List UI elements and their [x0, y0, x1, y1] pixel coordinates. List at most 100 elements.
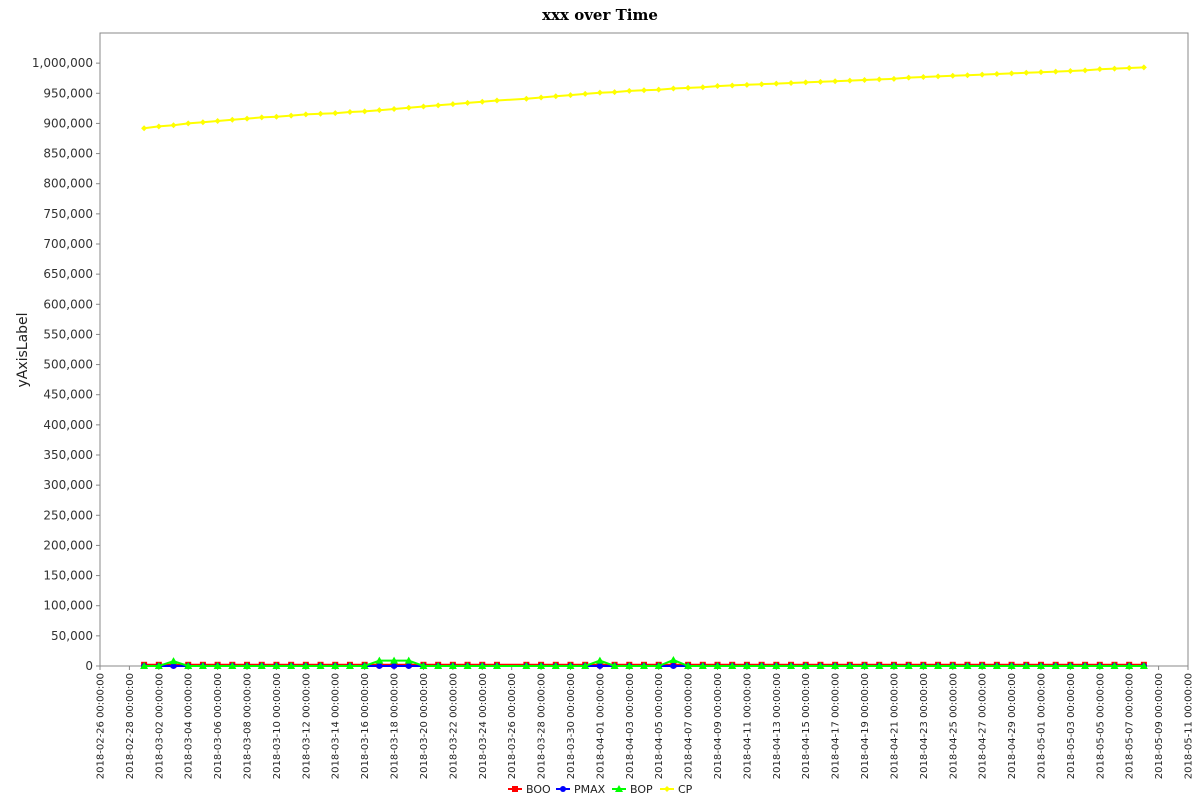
- data-point-pmax: [596, 663, 603, 669]
- x-tick-label: 2018-03-24 00:00:00: [478, 673, 489, 779]
- data-point-bop: [904, 662, 913, 669]
- data-point-bop: [213, 662, 222, 669]
- series-cp: [141, 64, 1147, 132]
- x-tick-label: 2018-03-04 00:00:00: [184, 673, 195, 779]
- data-point-cp: [273, 113, 280, 120]
- data-point-cp: [1126, 64, 1133, 71]
- y-tick-label: 0: [85, 659, 93, 673]
- data-point-cp: [596, 89, 603, 96]
- x-tick-label: 2018-03-30 00:00:00: [566, 673, 577, 779]
- data-point-cp: [317, 110, 324, 117]
- data-point-bop: [640, 662, 648, 669]
- data-point-cp: [346, 108, 353, 115]
- data-point-bop: [669, 655, 678, 663]
- data-point-bop: [154, 662, 163, 669]
- x-tick-label: 2018-03-02 00:00:00: [154, 673, 165, 779]
- data-point-cp: [552, 93, 559, 100]
- data-point-bop: [875, 662, 884, 669]
- x-tick-label: 2018-04-29 00:00:00: [1007, 673, 1018, 779]
- data-point-cp: [1140, 64, 1147, 71]
- data-point-cp: [626, 87, 633, 94]
- x-tick-label: 2018-03-10 00:00:00: [272, 673, 283, 779]
- x-tick-label: 2018-04-05 00:00:00: [654, 673, 665, 779]
- data-point-pmax: [405, 663, 412, 669]
- x-tick-label: 2018-02-28 00:00:00: [125, 673, 136, 779]
- data-point-cp: [1023, 69, 1030, 76]
- data-point-cp: [464, 99, 471, 106]
- x-tick-label: 2018-04-15 00:00:00: [801, 673, 812, 779]
- data-point-bop: [243, 662, 252, 669]
- x-tick-label: 2018-03-28 00:00:00: [537, 673, 548, 779]
- y-tick-label: 400,000: [43, 418, 93, 432]
- data-point-bop: [610, 662, 619, 669]
- legend-item-cp: CP: [660, 783, 693, 796]
- data-point-bop: [654, 662, 663, 669]
- data-point-bop: [728, 662, 737, 669]
- y-tick-label: 100,000: [43, 599, 93, 613]
- data-point-cp: [582, 90, 589, 97]
- data-point-cp: [890, 75, 897, 82]
- data-point-cp: [435, 102, 442, 109]
- data-point-bop: [257, 662, 266, 669]
- data-point-cp: [1008, 70, 1015, 77]
- x-tick-label: 2018-05-09 00:00:00: [1154, 673, 1165, 779]
- data-point-bop: [581, 662, 590, 669]
- data-point-bop: [845, 662, 854, 669]
- y-tick-label: 900,000: [43, 116, 93, 130]
- data-point-bop: [1139, 662, 1148, 669]
- data-point-bop: [816, 662, 825, 669]
- data-point-bop: [992, 662, 1001, 669]
- data-point-bop: [287, 662, 296, 669]
- y-tick-label: 200,000: [43, 538, 93, 552]
- x-tick-label: 2018-03-20 00:00:00: [419, 673, 430, 779]
- data-point-bop: [419, 662, 428, 669]
- data-point-bop: [889, 662, 898, 669]
- data-point-pmax: [170, 663, 177, 669]
- data-point-cp: [920, 74, 927, 81]
- data-point-cp: [905, 74, 912, 81]
- plot-area: [99, 32, 1189, 667]
- data-point-bop: [301, 662, 310, 669]
- data-point-cp: [788, 80, 795, 87]
- x-tick-label: 2018-04-01 00:00:00: [595, 673, 606, 779]
- y-tick-label: 300,000: [43, 478, 93, 492]
- legend-label-boo: BOO: [526, 783, 551, 796]
- data-point-pmax: [391, 663, 398, 669]
- data-point-cp: [1082, 67, 1089, 74]
- data-point-cp: [670, 85, 677, 92]
- data-point-bop: [698, 662, 707, 669]
- legend-marker-cp: [664, 786, 670, 792]
- data-point-cp: [1096, 66, 1103, 73]
- data-point-cp: [655, 86, 662, 93]
- data-point-cp: [817, 78, 824, 85]
- series-line-bop: [144, 658, 1144, 667]
- data-point-cp: [714, 83, 721, 90]
- data-point-bop: [1051, 662, 1060, 669]
- data-point-bop: [184, 662, 193, 669]
- data-point-bop: [978, 662, 987, 669]
- data-point-bop: [522, 662, 531, 669]
- data-point-cp: [802, 79, 809, 86]
- y-tick-label: 1,000,000: [32, 56, 93, 70]
- data-point-cp: [376, 107, 383, 114]
- data-point-bop: [684, 662, 693, 669]
- data-point-bop: [390, 656, 399, 664]
- data-point-bop: [831, 662, 840, 669]
- legend-label-bop: BOP: [630, 783, 653, 796]
- data-point-cp: [479, 98, 486, 105]
- legend-marker-pmax: [560, 786, 566, 792]
- y-tick-label: 450,000: [43, 388, 93, 402]
- x-tick-label: 2018-04-19 00:00:00: [860, 673, 871, 779]
- y-tick-label: 850,000: [43, 147, 93, 161]
- data-point-bop: [801, 662, 810, 669]
- data-point-cp: [1111, 65, 1118, 72]
- x-axis: 2018-02-26 00:00:00 2018-02-28 00:00:00 20…: [96, 666, 1195, 779]
- data-point-bop: [140, 662, 149, 669]
- data-point-cp: [155, 123, 162, 130]
- x-tick-label: 2018-04-27 00:00:00: [978, 673, 989, 779]
- data-point-cp: [949, 72, 956, 79]
- legend: BOO PMAX BOP CP: [508, 783, 693, 796]
- data-point-cp: [773, 80, 780, 87]
- data-point-bop: [478, 662, 487, 669]
- data-point-bop: [228, 662, 237, 669]
